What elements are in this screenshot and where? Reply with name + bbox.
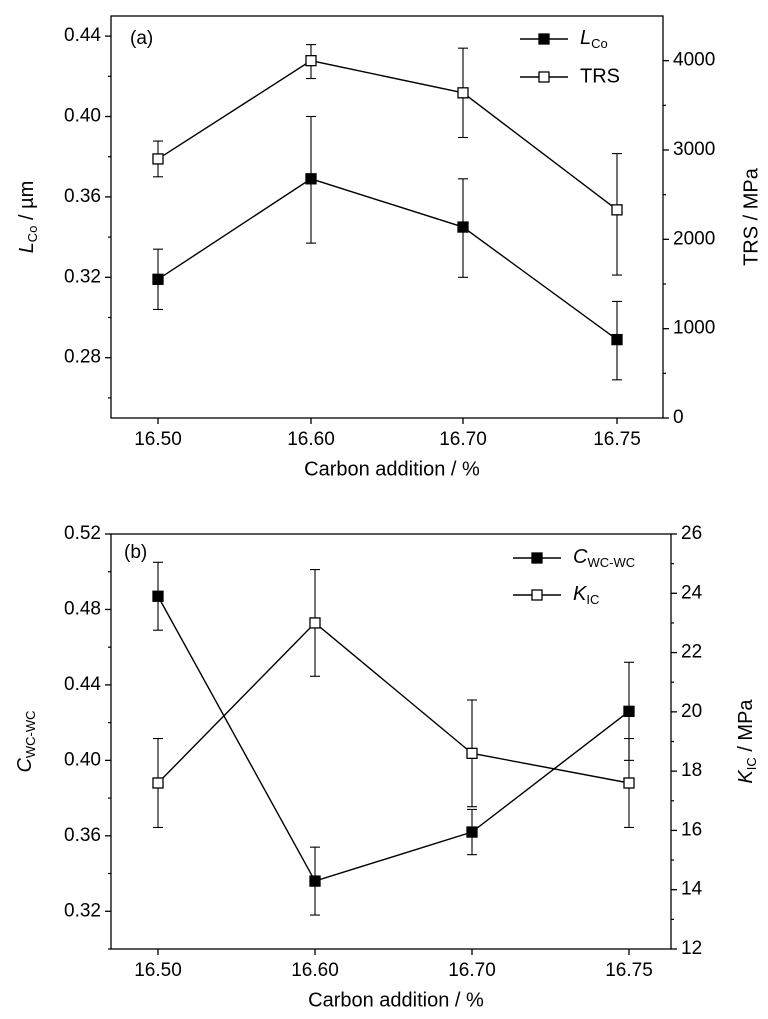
y-left-tick-label: 0.48 [64, 598, 101, 619]
y-left-tick-label: 0.52 [64, 523, 101, 544]
data-point [466, 826, 478, 838]
x-tick-label: 16.70 [439, 429, 487, 450]
data-point [152, 590, 164, 602]
x-tick-label: 16.50 [134, 429, 182, 450]
series-filled [152, 115, 623, 381]
data-point [152, 777, 164, 789]
y-right-tick-label: 20 [681, 701, 702, 722]
y-right-tick-label: 26 [681, 523, 702, 544]
y-left-tick-label: 0.40 [64, 106, 101, 127]
panel-label: (b) [124, 542, 147, 563]
y-left-tick-label: 0.32 [64, 900, 101, 921]
x-tick-label: 16.70 [448, 960, 496, 981]
x-tick-label: 16.75 [605, 960, 653, 981]
y-right-axis-label-unit: / MPa [735, 699, 757, 758]
chart-panel-a: 16.50 16.60 16.70 16.75 0.28 0.32 0.36 0.40 0.44… [16, 15, 762, 480]
data-point [309, 617, 321, 629]
legend-label: KIC [573, 583, 599, 607]
y-right-tick-label: 12 [681, 938, 702, 959]
legend-label-main: K [573, 583, 588, 605]
data-point [623, 705, 635, 717]
panel-label: (a) [130, 28, 153, 49]
legend-marker [531, 552, 543, 564]
y-right-tick-label: 18 [681, 760, 702, 781]
data-point [305, 55, 317, 67]
y-right-axis-label: KIC / MPa [735, 699, 759, 784]
data-point [152, 153, 164, 165]
plot-frame [110, 15, 664, 419]
chart-panel-b: 16.50 16.60 16.70 16.75 0.32 0.36 0.40 0.44 0.48… [14, 523, 759, 1011]
series-line [157, 621, 630, 784]
data-point [309, 875, 321, 887]
x-tick-label: 16.50 [134, 960, 182, 981]
y-right-tick-label: 3000 [673, 139, 715, 160]
legend-label-sub: IC [586, 592, 599, 607]
y-right-tick-label: 14 [681, 879, 703, 900]
legend-marker [538, 71, 550, 83]
legend-marker [538, 33, 550, 45]
y-left-axis-label: CWC-WC [14, 710, 38, 772]
y-left-tick-label: 0.32 [64, 266, 101, 287]
y-right-tick-label: 4000 [673, 50, 715, 71]
y-right-tick-label: 22 [681, 642, 702, 663]
data-point [623, 777, 635, 789]
series-line [157, 178, 618, 341]
series-open [152, 44, 623, 276]
y-left-tick-label: 0.28 [64, 347, 101, 368]
y-right-tick-label: 0 [673, 407, 684, 428]
y-left-axis-label-sub: Co [25, 226, 40, 243]
x-axis-label: Carbon addition / % [308, 989, 484, 1011]
series-line [157, 59, 618, 211]
x-tick-label: 16.60 [287, 429, 335, 450]
x-tick-label: 16.60 [291, 960, 339, 981]
y-left-axis-label-sub: WC-WC [23, 710, 38, 758]
legend-label-main: C [573, 546, 588, 568]
series-filled [152, 561, 635, 916]
y-left-tick-label: 0.44 [64, 25, 101, 46]
y-left-tick-label: 0.44 [64, 674, 101, 695]
legend-label-sub: Co [591, 36, 608, 51]
series-open [152, 569, 635, 829]
data-point [152, 273, 164, 285]
y-left-axis-label: LCo / µm [16, 181, 40, 254]
y-right-tick-label: 16 [681, 819, 702, 840]
data-point [457, 221, 469, 233]
y-right-tick-label: 2000 [673, 228, 715, 249]
data-point [457, 87, 469, 99]
legend-label: CWC-WC [573, 546, 635, 570]
data-point [611, 204, 623, 216]
data-point [466, 747, 478, 760]
y-right-tick-label: 1000 [673, 318, 715, 339]
x-tick-label: 16.75 [593, 429, 641, 450]
legend-label: TRS [580, 65, 620, 87]
legend-label-main: L [580, 27, 591, 49]
y-right-axis-label: TRS / MPa [740, 167, 762, 266]
y-right-axis-label-sub: IC [744, 757, 759, 770]
y-left-axis-label-main: L [16, 242, 38, 253]
data-point [305, 173, 317, 185]
y-right-axis-label-main: K [735, 769, 757, 784]
legend-marker [531, 589, 543, 601]
y-left-axis-label-main: C [14, 758, 36, 773]
y-left-tick-label: 0.36 [64, 186, 101, 207]
data-point [611, 333, 623, 346]
x-axis-label: Carbon addition / % [304, 458, 480, 480]
series-line [157, 595, 630, 882]
y-left-tick-label: 0.40 [64, 749, 101, 770]
y-left-tick-label: 0.36 [64, 825, 101, 846]
legend-label: LCo [580, 27, 608, 51]
y-right-tick-label: 24 [681, 582, 703, 603]
y-left-axis-label-unit: / µm [16, 181, 38, 226]
legend-label-sub: WC-WC [587, 555, 635, 570]
